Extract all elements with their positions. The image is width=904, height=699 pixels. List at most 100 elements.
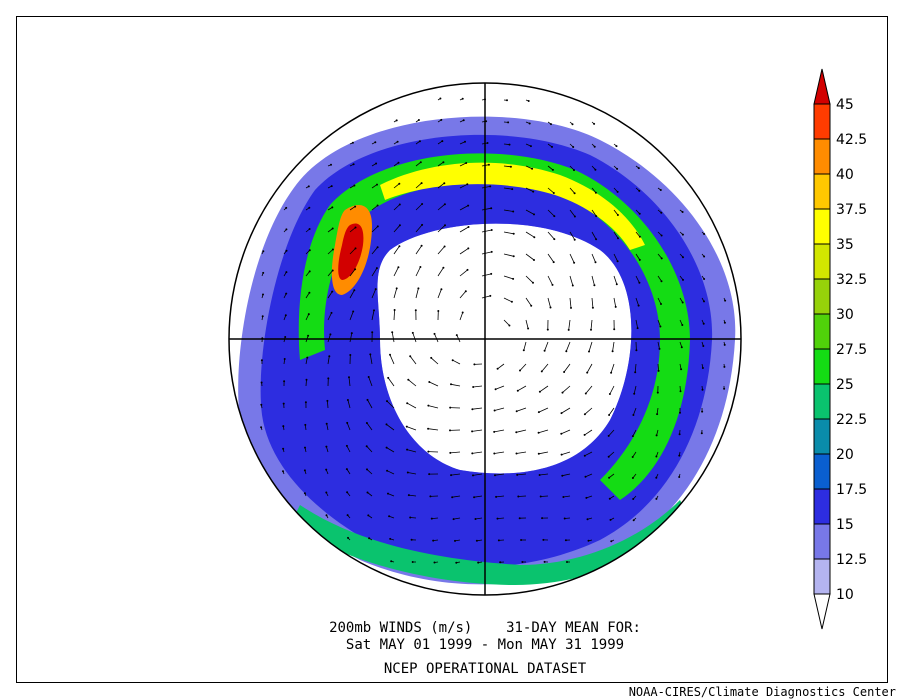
wind-vector-head [561, 474, 564, 477]
wind-vector-head [679, 411, 681, 414]
wind-band-southern [290, 500, 690, 585]
wind-vector [569, 187, 575, 194]
wind-vector [547, 297, 551, 308]
wind-vector-head [368, 537, 371, 540]
wind-vector-head [467, 204, 470, 207]
colorbar-bin [813, 453, 831, 490]
wind-vector-head [550, 123, 552, 126]
wind-vector-head [493, 452, 496, 455]
wind-vector [406, 449, 417, 453]
wind-vector-head [376, 183, 378, 186]
wind-vector-head [512, 210, 515, 213]
wind-vector [585, 385, 593, 394]
wind-vector-head [325, 422, 328, 425]
wind-vector [613, 209, 619, 216]
wind-vector-head [376, 225, 379, 228]
wind-vector-head [506, 99, 508, 102]
wind-vector-head [440, 288, 443, 291]
wind-vector-head [261, 337, 264, 340]
wind-vector-head [532, 190, 535, 193]
wind-vector-head [285, 249, 288, 252]
wind-vector-head [419, 266, 422, 268]
wind-vector [525, 275, 534, 284]
wind-vector-head [331, 227, 334, 230]
wind-vector-head [634, 371, 637, 374]
wind-vector-head [678, 454, 681, 457]
wind-vector [459, 205, 469, 211]
wind-vector-head [373, 309, 375, 312]
wind-vector [547, 209, 555, 217]
wind-vector-head [354, 226, 357, 229]
wind-vector [608, 451, 615, 457]
wind-vector-head [305, 378, 308, 381]
wind-vector [608, 429, 615, 437]
wind-vector-head [542, 538, 545, 541]
wind-vector [519, 363, 527, 371]
wind-vector-head [681, 233, 684, 236]
wind-vector-head [616, 260, 619, 263]
wind-vector [540, 495, 549, 497]
wind-vector [393, 204, 401, 211]
wind-vector [327, 356, 330, 365]
wind-vector-head [398, 245, 401, 248]
wind-vector [393, 267, 399, 277]
wind-vector-head [511, 188, 514, 191]
wind-vector-head [455, 334, 458, 337]
wind-vector-head [346, 421, 349, 424]
wind-vector [584, 407, 593, 415]
wind-vector [503, 319, 510, 326]
wind-vector-head [563, 517, 566, 520]
wind-vector-head [512, 232, 515, 235]
wind-vector-head [284, 336, 287, 338]
wind-vector-head [461, 311, 464, 314]
wind-vector-head [608, 497, 611, 500]
wind-vector-head [462, 119, 465, 122]
wind-vector [452, 359, 461, 365]
wind-vector [327, 400, 329, 409]
wind-vector [456, 334, 461, 343]
wind-vector-head [636, 327, 639, 330]
wind-vector-head [517, 495, 520, 498]
wind-vector-head [390, 560, 393, 563]
colorbar-bin [813, 103, 831, 140]
wind-vector [415, 161, 422, 167]
wind-vector [305, 379, 307, 387]
wind-vector [327, 334, 331, 343]
wind-vector-head [443, 182, 446, 185]
wind-vector-head [389, 537, 392, 540]
colorbar-label: 20 [836, 447, 854, 463]
wind-vector [327, 291, 333, 299]
colorbar-label: 40 [836, 167, 854, 183]
wind-vector [371, 310, 375, 321]
wind-vector [386, 470, 395, 475]
wind-vector-head [703, 233, 706, 235]
wind-vector-head [496, 517, 499, 520]
wind-vector-head [330, 311, 333, 314]
wind-vector-head [308, 291, 311, 294]
wind-vector-head [374, 141, 377, 144]
wind-vector [415, 245, 422, 255]
wind-vector-head [418, 140, 421, 143]
wind-vector-head [466, 183, 469, 186]
wind-vector-head [586, 371, 589, 374]
wind-vector-head [282, 470, 284, 473]
wind-vector [633, 385, 637, 394]
colorbar-bin [813, 138, 831, 175]
wind-vector-head [595, 215, 598, 218]
colorbar-bin [813, 488, 831, 525]
wind-vector [459, 183, 468, 189]
wind-vector-head [496, 367, 499, 370]
wind-vector [366, 445, 373, 453]
wind-vector-head [326, 399, 329, 402]
wind-vector-head [420, 182, 423, 185]
wind-vector-head [260, 426, 263, 429]
wind-vector-head [450, 383, 452, 386]
colorbar-label: 15 [836, 517, 854, 533]
wind-vector-head [427, 450, 430, 453]
wind-vector-head [520, 539, 523, 541]
wind-vector-head [655, 455, 658, 458]
wind-vector-head [471, 430, 474, 433]
wind-vector [584, 429, 593, 436]
wind-vector-head [539, 495, 542, 498]
wind-vector-head [638, 189, 641, 192]
